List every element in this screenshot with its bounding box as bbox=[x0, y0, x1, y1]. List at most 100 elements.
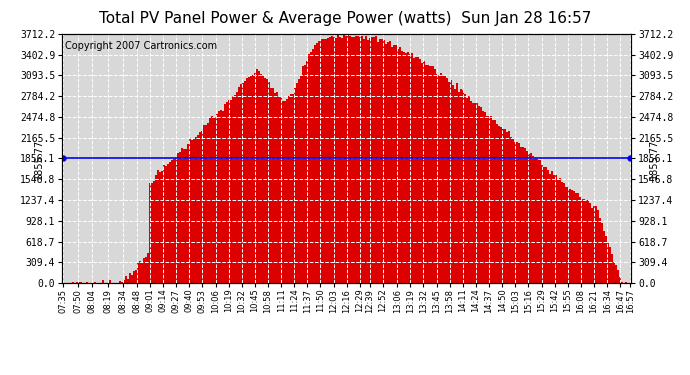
Bar bbox=[611, 254, 613, 283]
Bar bbox=[339, 37, 341, 283]
Bar bbox=[466, 98, 468, 283]
Bar bbox=[377, 42, 379, 283]
Bar bbox=[609, 247, 611, 283]
Bar bbox=[581, 200, 583, 283]
Bar bbox=[274, 93, 276, 283]
Bar bbox=[383, 40, 385, 283]
Bar bbox=[119, 280, 121, 283]
Bar bbox=[457, 92, 460, 283]
Bar bbox=[234, 94, 236, 283]
Bar bbox=[472, 103, 474, 283]
Bar bbox=[184, 148, 185, 283]
Bar bbox=[359, 37, 361, 283]
Bar bbox=[440, 73, 442, 283]
Bar bbox=[395, 45, 397, 283]
Bar bbox=[165, 166, 167, 283]
Text: 1855.77: 1855.77 bbox=[34, 138, 44, 178]
Bar bbox=[615, 265, 618, 283]
Bar bbox=[76, 282, 78, 283]
Bar bbox=[306, 61, 308, 283]
Bar bbox=[86, 282, 88, 283]
Bar bbox=[258, 72, 260, 283]
Bar bbox=[510, 136, 512, 283]
Bar bbox=[563, 183, 564, 283]
Bar bbox=[215, 114, 217, 283]
Bar bbox=[557, 180, 559, 283]
Bar bbox=[163, 165, 165, 283]
Bar bbox=[474, 103, 476, 283]
Bar bbox=[108, 280, 110, 283]
Bar bbox=[535, 158, 536, 283]
Bar bbox=[346, 34, 348, 283]
Bar bbox=[254, 74, 256, 283]
Bar bbox=[199, 132, 201, 283]
Bar bbox=[597, 210, 599, 283]
Bar bbox=[561, 183, 563, 283]
Bar bbox=[143, 258, 145, 283]
Bar bbox=[185, 149, 187, 283]
Bar bbox=[213, 117, 215, 283]
Bar bbox=[579, 197, 581, 283]
Bar bbox=[571, 190, 573, 283]
Bar bbox=[322, 39, 324, 283]
Bar bbox=[236, 92, 238, 283]
Bar bbox=[409, 54, 411, 283]
Bar bbox=[446, 78, 448, 283]
Bar bbox=[187, 144, 189, 283]
Bar bbox=[181, 148, 184, 283]
Bar bbox=[266, 79, 268, 283]
Bar bbox=[262, 76, 264, 283]
Bar bbox=[221, 111, 224, 283]
Bar bbox=[230, 100, 232, 283]
Bar bbox=[250, 76, 252, 283]
Bar bbox=[540, 165, 542, 283]
Bar bbox=[373, 36, 375, 283]
Bar bbox=[224, 105, 226, 283]
Bar bbox=[531, 153, 533, 283]
Bar bbox=[478, 106, 480, 283]
Bar bbox=[400, 47, 401, 283]
Bar bbox=[315, 45, 317, 283]
Bar bbox=[175, 159, 177, 283]
Bar bbox=[442, 76, 444, 283]
Bar bbox=[326, 38, 328, 283]
Bar bbox=[462, 90, 464, 283]
Bar bbox=[533, 156, 535, 283]
Bar bbox=[129, 273, 130, 283]
Bar bbox=[308, 54, 310, 283]
Bar bbox=[324, 39, 326, 283]
Bar bbox=[121, 282, 123, 283]
Bar bbox=[618, 270, 619, 283]
Bar bbox=[294, 87, 296, 283]
Bar bbox=[433, 69, 435, 283]
Bar bbox=[551, 171, 553, 283]
Bar bbox=[125, 276, 127, 283]
Bar bbox=[130, 276, 132, 283]
Bar bbox=[492, 120, 494, 283]
Bar bbox=[599, 218, 601, 283]
Bar bbox=[337, 35, 339, 283]
Bar bbox=[361, 36, 363, 283]
Bar bbox=[397, 48, 400, 283]
Bar bbox=[353, 37, 355, 283]
Bar bbox=[405, 53, 407, 283]
Bar bbox=[331, 36, 333, 283]
Bar bbox=[484, 112, 486, 283]
Bar bbox=[585, 200, 587, 283]
Bar bbox=[127, 279, 129, 283]
Bar bbox=[470, 102, 472, 283]
Bar bbox=[415, 57, 417, 283]
Bar bbox=[219, 110, 221, 283]
Bar bbox=[420, 59, 422, 283]
Bar bbox=[135, 270, 137, 283]
Bar bbox=[206, 126, 208, 283]
Bar bbox=[401, 51, 403, 283]
Bar bbox=[555, 175, 557, 283]
Bar bbox=[151, 183, 153, 283]
Bar bbox=[260, 74, 262, 283]
Bar bbox=[290, 94, 293, 283]
Bar bbox=[504, 129, 506, 283]
Bar bbox=[244, 81, 246, 283]
Bar bbox=[613, 262, 615, 283]
Bar bbox=[621, 282, 623, 283]
